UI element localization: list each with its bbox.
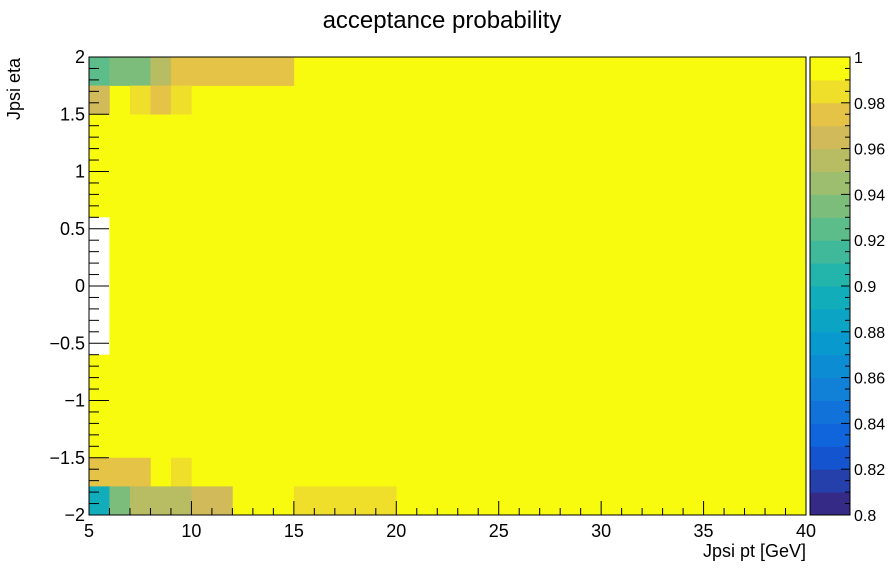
x-tick-label: 30 — [591, 521, 611, 541]
y-tick-label: −2 — [64, 505, 85, 525]
x-tick-label: 40 — [796, 521, 816, 541]
palette-tick-label: 0.9 — [854, 279, 876, 296]
heatmap-cell — [150, 85, 172, 115]
y-tick-label: 0 — [75, 276, 85, 296]
palette-band — [810, 57, 850, 81]
y-axis-label: Jpsi eta — [4, 57, 24, 120]
x-tick-label: 5 — [84, 521, 94, 541]
palette-band — [810, 125, 850, 150]
x-tick-label: 25 — [489, 521, 509, 541]
x-tick-label: 15 — [284, 521, 304, 541]
heatmap-cell — [109, 486, 131, 516]
heatmap-cell — [89, 57, 110, 86]
x-axis-label: Jpsi pt [GeV] — [703, 541, 806, 561]
y-tick-label: 1.5 — [60, 104, 85, 124]
plot-area — [88, 56, 807, 516]
y-tick-label: 0.5 — [60, 219, 85, 239]
palette-tick-label: 0.92 — [854, 233, 885, 250]
heatmap-cell — [89, 457, 151, 487]
palette-band — [810, 263, 850, 287]
palette-tick-label: 0.8 — [854, 508, 876, 525]
palette-band — [810, 286, 850, 310]
y-tick-label: −1 — [64, 391, 85, 411]
palette-tick-label: 0.86 — [854, 371, 885, 388]
palette-band — [810, 194, 850, 218]
color-palette: 0.8 0.82 0.84 0.86 0.88 0.9 0.92 0.94 0.96 0.98 1 — [809, 50, 885, 525]
y-axis: −2 −1.5 −1 −0.5 0 0.5 1 1.5 2 — [49, 47, 109, 525]
palette-tick-label: 0.84 — [854, 416, 885, 433]
palette-band — [810, 469, 850, 493]
palette-tick-label: 1 — [854, 50, 863, 67]
heatmap-cell — [129, 486, 192, 516]
x-tick-label: 35 — [694, 521, 714, 541]
palette-band — [810, 446, 850, 470]
heatmap-cell — [109, 57, 151, 86]
x-axis: 5 10 15 20 25 30 35 40 — [84, 501, 816, 541]
palette-band — [810, 171, 850, 195]
y-tick-label: −1.5 — [49, 448, 85, 468]
palette-band — [810, 308, 850, 333]
palette-tick-label: 0.82 — [854, 462, 885, 479]
heatmap-cell — [129, 85, 151, 115]
heatmap-cell — [170, 457, 192, 487]
palette-tick-label: 0.96 — [854, 142, 885, 159]
x-tick-label: 10 — [181, 521, 201, 541]
palette-tick-label: 0.98 — [854, 96, 885, 113]
palette-band — [810, 148, 850, 172]
palette-tick-label: 0.94 — [854, 187, 885, 204]
palette-band — [810, 240, 850, 264]
palette-band — [810, 102, 850, 127]
palette-band — [810, 400, 850, 424]
y-tick-label: −0.5 — [49, 333, 85, 353]
heatmap-background-cell — [89, 57, 806, 515]
y-tick-label: 1 — [75, 162, 85, 182]
palette-band — [810, 492, 850, 516]
heatmap-cell — [89, 85, 110, 115]
palette-band — [810, 79, 850, 104]
x-tick-label: 20 — [386, 521, 406, 541]
palette-band — [810, 354, 850, 379]
heatmap-cell — [150, 57, 172, 86]
heatmap-cell — [89, 486, 110, 516]
palette-band — [810, 331, 850, 356]
heatmap-cell — [170, 57, 295, 86]
heatmap-cell — [170, 85, 192, 115]
heatmap-cell — [293, 486, 397, 516]
chart-title: acceptance probability — [323, 7, 562, 34]
palette-tick-label: 0.88 — [854, 325, 885, 342]
y-tick-label: 2 — [75, 47, 85, 67]
palette-band — [810, 217, 850, 241]
palette-band — [810, 377, 850, 401]
palette-band — [810, 423, 850, 447]
